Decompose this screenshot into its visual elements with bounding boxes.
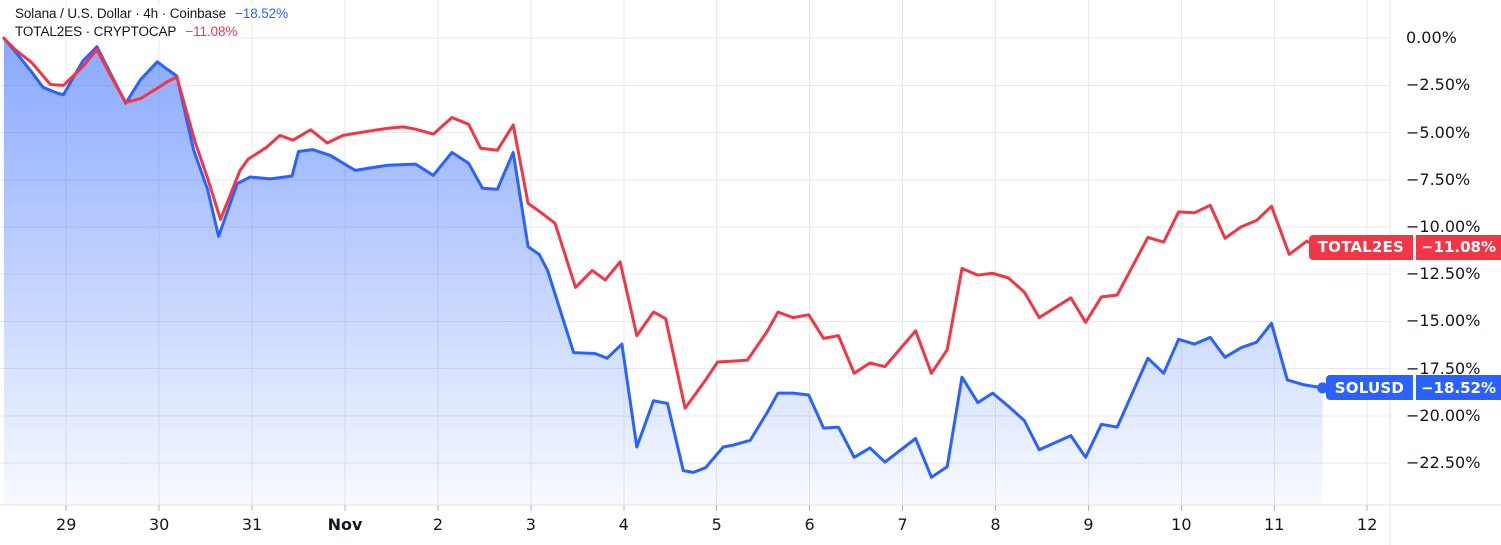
price-axis-label: −22.50% — [1406, 453, 1481, 472]
solusd-price-label: SOLUSD −18.52% — [1325, 375, 1501, 401]
price-axis-label: −10.00% — [1406, 217, 1481, 236]
time-axis-label: 5 — [711, 515, 722, 534]
time-axis-label: 29 — [56, 515, 77, 534]
price-axis-label: −7.50% — [1406, 169, 1471, 189]
time-axis-label: 31 — [241, 515, 263, 534]
total2es-value-badge: −11.08% — [1416, 234, 1501, 260]
time-axis-label: 8 — [990, 515, 1001, 534]
price-axis[interactable]: 0.00% −2.50% −5.00% −7.50% −10.00% −12.50% −15… — [1390, 0, 1501, 505]
price-axis-label: −15.00% — [1406, 311, 1481, 331]
time-axis-label: 6 — [804, 515, 815, 534]
time-axis-label: 7 — [897, 515, 908, 534]
total2es-price-line[interactable] — [2, 36, 1321, 410]
solusd-price-line[interactable] — [2, 36, 1325, 479]
price-axis-label: −17.50% — [1406, 358, 1481, 378]
total2es-change-value: −11.08% — [185, 24, 238, 39]
time-axis-label: Nov — [327, 515, 363, 534]
solusd-change-value: −18.52% — [235, 6, 288, 21]
total2es-series-title: TOTAL2ES · CRYPTOCAP — [15, 24, 177, 39]
price-axis-label: −2.50% — [1406, 75, 1471, 95]
time-axis-label: 12 — [1357, 515, 1378, 534]
time-axis-label: 30 — [148, 515, 170, 534]
solusd-area-fill — [3, 38, 1323, 505]
time-axis[interactable]: 29 30 31 Nov 2 3 4 5 6 7 8 9 10 11 12 — [0, 505, 1501, 545]
x-axis-tick-marks — [65, 505, 1368, 511]
price-axis-label: 0.00% — [1406, 28, 1457, 48]
solusd-value-badge: −18.52% — [1416, 375, 1501, 401]
solusd-series-title: Solana / U.S. Dollar · 4h · Coinbase — [15, 6, 227, 21]
legend-row-solusd[interactable]: Solana / U.S. Dollar · 4h · Coinbase −18.… — [10, 5, 293, 22]
total2es-price-label: TOTAL2ES −11.08% — [1308, 234, 1501, 260]
price-axis-label: −5.00% — [1406, 122, 1471, 142]
solusd-last-price-dot — [1317, 382, 1329, 394]
price-axis-label: −20.00% — [1406, 405, 1481, 425]
time-axis-label: 2 — [432, 515, 443, 534]
total2es-symbol-badge: TOTAL2ES — [1308, 234, 1413, 260]
time-axis-label: 3 — [525, 515, 536, 534]
time-axis-label: 11 — [1264, 515, 1285, 534]
time-axis-label: 4 — [618, 515, 629, 534]
chart-legend: Solana / U.S. Dollar · 4h · Coinbase −18.… — [10, 5, 293, 41]
solusd-symbol-badge: SOLUSD — [1325, 375, 1413, 401]
price-axis-label: −12.50% — [1406, 264, 1481, 284]
time-axis-label: 10 — [1171, 515, 1192, 534]
time-axis-label: 9 — [1083, 515, 1094, 534]
legend-row-total2es[interactable]: TOTAL2ES · CRYPTOCAP −11.08% — [10, 23, 243, 40]
